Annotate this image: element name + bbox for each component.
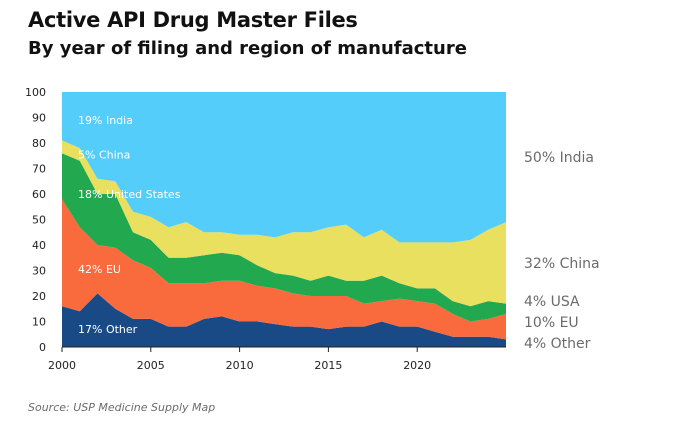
y-tick-label: 10 <box>32 316 46 329</box>
y-tick-label: 70 <box>32 163 46 176</box>
x-tick-label: 2015 <box>314 359 342 372</box>
start-label-china: 5% China <box>78 149 130 162</box>
series-end-labels: 4% Other 10% EU 4% USA 32% China 50% India <box>524 150 600 352</box>
source-note: Source: USP Medicine Supply Map <box>28 401 216 414</box>
y-tick-label: 90 <box>32 112 46 125</box>
end-label-india: 50% India <box>524 150 594 166</box>
end-label-united-states: 4% USA <box>524 294 580 310</box>
chart-subtitle: By year of filing and region of manufact… <box>28 38 467 59</box>
area-eu <box>62 199 506 340</box>
chart-title: Active API Drug Master Files <box>28 8 358 32</box>
area-other <box>62 293 506 347</box>
start-label-other: 17% Other <box>78 323 138 336</box>
axes: 0 10 20 30 40 50 60 70 80 90 100 2000 2005 2010 2015 20… <box>25 86 506 372</box>
end-label-other: 4% Other <box>524 336 591 352</box>
x-tick-label: 2000 <box>48 359 76 372</box>
y-tick-label: 30 <box>32 265 46 278</box>
x-tick-label: 2005 <box>137 359 165 372</box>
y-tick-label: 40 <box>32 239 46 252</box>
area-india <box>62 92 506 243</box>
start-label-india: 19% India <box>78 114 133 127</box>
y-tick-label: 20 <box>32 290 46 303</box>
x-tick-label: 2020 <box>403 359 431 372</box>
x-tick-label: 2010 <box>226 359 254 372</box>
start-label-united-states: 18% United States <box>78 188 181 201</box>
area-united-states <box>62 153 506 322</box>
end-label-eu: 10% EU <box>524 315 579 331</box>
area-layers <box>62 92 506 347</box>
y-tick-label: 60 <box>32 188 46 201</box>
stacked-area-chart: 17% Other 42% EU 18% United States 5% China… <box>25 86 600 372</box>
y-tick-label: 0 <box>39 341 46 354</box>
y-tick-label: 80 <box>32 137 46 150</box>
start-label-eu: 42% EU <box>78 263 121 276</box>
end-label-china: 32% China <box>524 256 600 272</box>
y-tick-label: 100 <box>25 86 46 99</box>
series-start-labels: 17% Other 42% EU 18% United States 5% China… <box>78 114 181 336</box>
area-china <box>62 140 506 307</box>
y-tick-label: 50 <box>32 214 46 227</box>
